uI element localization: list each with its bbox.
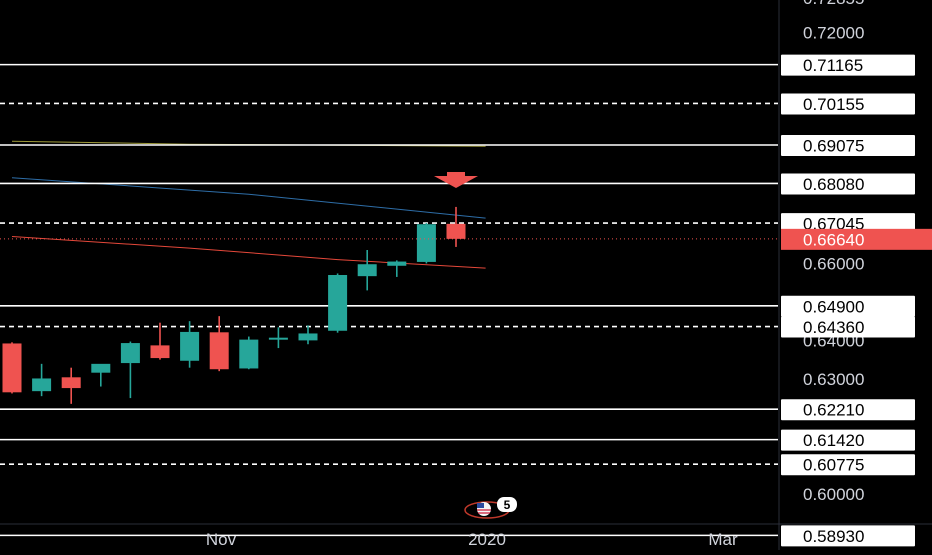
candle[interactable] [446, 206, 466, 247]
level-price-label[interactable]: 0.60775 [781, 454, 915, 476]
candle[interactable] [298, 325, 318, 345]
candle-body [239, 339, 259, 369]
candle-body [298, 333, 318, 341]
candle-body [150, 345, 170, 359]
svg-text:0.64900: 0.64900 [803, 297, 864, 316]
level-price-label[interactable]: 0.62210 [781, 399, 915, 421]
candle-body [209, 332, 229, 370]
level-price-label[interactable]: 0.69075 [781, 135, 915, 156]
time-axis-tick: Mar [708, 530, 738, 549]
candle[interactable] [357, 250, 377, 291]
svg-text:0.62210: 0.62210 [803, 401, 864, 420]
candle-body [91, 363, 111, 373]
candle[interactable] [387, 260, 407, 277]
level-price-label[interactable]: 0.71165 [781, 54, 915, 76]
svg-text:0.67045: 0.67045 [803, 215, 864, 234]
level-price-label[interactable]: 0.64360 [781, 316, 915, 338]
candle-body [120, 343, 140, 364]
price-axis-tick: 0.66000 [803, 254, 864, 273]
svg-text:0.66640: 0.66640 [803, 230, 864, 249]
candle-body [268, 337, 288, 340]
event-count-pill [497, 497, 517, 512]
candle[interactable] [120, 341, 140, 399]
sell-arrow-icon [447, 172, 465, 178]
candle-body [387, 261, 407, 266]
candle-body [61, 377, 81, 389]
candle-body [328, 275, 348, 331]
candle[interactable] [239, 336, 259, 370]
price-axis-tick: 0.60000 [803, 485, 864, 504]
candle-body [357, 264, 377, 277]
time-axis-tick: 2020 [468, 530, 506, 549]
level-price-label[interactable]: 0.70155 [781, 93, 915, 115]
level-price-label[interactable]: 0.61420 [781, 429, 915, 451]
candle[interactable] [268, 327, 288, 349]
sell-arrow-icon [434, 176, 478, 188]
level-price-label[interactable]: 0.67045 [781, 213, 915, 235]
candle-body [180, 331, 200, 361]
candle-body [32, 378, 52, 392]
us-flag-icon [477, 502, 491, 516]
svg-text:0.60775: 0.60775 [803, 456, 864, 475]
level-price-label[interactable]: 0.58930 [781, 525, 915, 547]
candle[interactable] [209, 316, 229, 372]
time-axis-tick: Nov [206, 530, 237, 549]
svg-text:0.70155: 0.70155 [803, 95, 864, 114]
current-price-label: 0.66640 [781, 228, 932, 250]
candle-body [2, 343, 22, 393]
candle[interactable] [91, 363, 111, 387]
candle[interactable] [150, 322, 170, 360]
price-axis-tick: 0.63000 [803, 370, 864, 389]
candle[interactable] [180, 321, 200, 368]
candle[interactable] [61, 367, 81, 404]
candle[interactable] [32, 363, 52, 397]
moving-average-line [11, 236, 486, 269]
candle-body [416, 224, 436, 262]
price-axis-tick-partial: 0.72855 [803, 0, 864, 8]
svg-text:0.58930: 0.58930 [803, 527, 864, 546]
svg-text:0.68080: 0.68080 [803, 175, 864, 194]
level-price-label[interactable]: 0.68080 [781, 173, 915, 195]
candle[interactable] [416, 223, 436, 264]
candle[interactable] [2, 342, 22, 394]
svg-text:0.71165: 0.71165 [803, 56, 863, 75]
event-count-label: 5 [504, 498, 511, 512]
level-price-label[interactable]: 0.64900 [781, 295, 915, 317]
svg-text:0.69075: 0.69075 [803, 137, 864, 156]
candle-body [446, 223, 466, 239]
price-axis-tick: 0.72000 [803, 24, 864, 43]
economic-event-badge[interactable]: 5 [464, 497, 517, 519]
svg-text:0.61420: 0.61420 [803, 431, 864, 450]
svg-text:0.64360: 0.64360 [803, 318, 864, 337]
candle[interactable] [328, 273, 348, 333]
